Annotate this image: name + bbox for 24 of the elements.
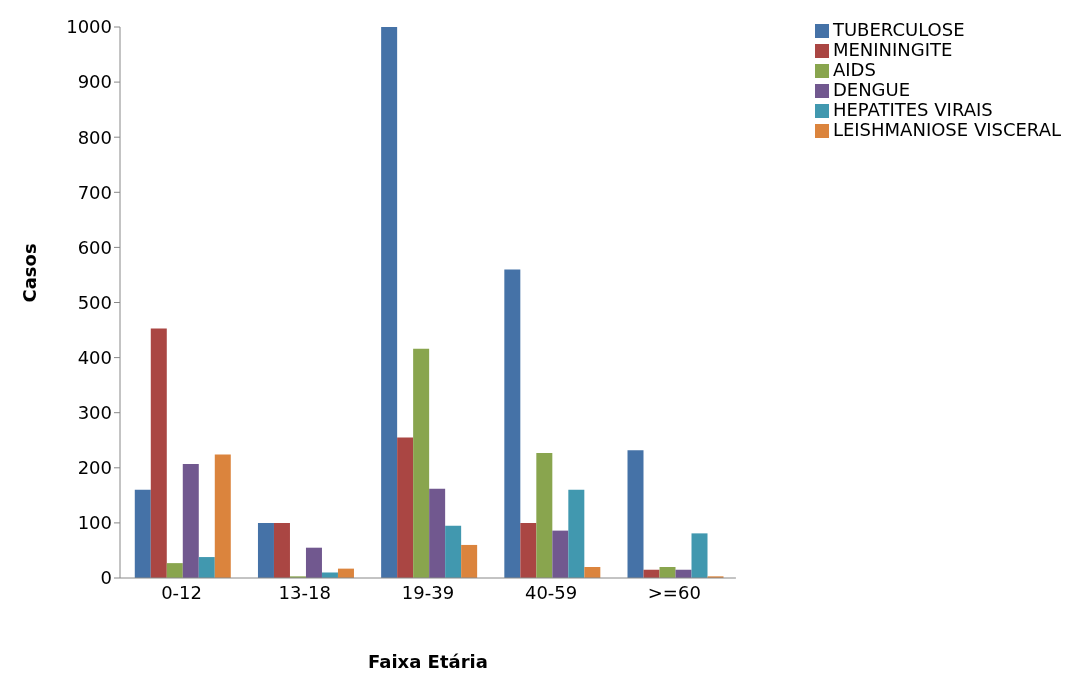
y-tick-label: 600 bbox=[77, 236, 112, 258]
y-tick-label: 500 bbox=[77, 291, 112, 313]
x-tick-label: 0-12 bbox=[161, 581, 203, 603]
x-tick-label: 19-39 bbox=[401, 581, 455, 603]
legend-label: HEPATITES VIRAIS bbox=[832, 99, 993, 120]
legend-label: LEISHMANIOSE VISCERAL bbox=[832, 119, 1061, 140]
y-tick-label: 300 bbox=[77, 402, 112, 424]
y-tick-label: 700 bbox=[77, 181, 112, 203]
x-axis-title: Faixa Etária bbox=[368, 651, 488, 672]
x-tick-label: 13-18 bbox=[278, 581, 331, 603]
legend-label: MENININGITE bbox=[832, 39, 953, 60]
legend-label: TUBERCULOSE bbox=[832, 19, 965, 40]
y-tick-label: 200 bbox=[77, 457, 112, 479]
legend-label: DENGUE bbox=[832, 79, 911, 100]
legend-label: AIDS bbox=[832, 59, 876, 80]
y-axis-title: Casos bbox=[19, 243, 41, 303]
x-tick-label: 40-59 bbox=[524, 581, 578, 603]
y-tick-label: 0 bbox=[100, 567, 112, 589]
y-tick-label: 1000 bbox=[66, 16, 112, 38]
x-tick-label: >=60 bbox=[647, 581, 701, 603]
y-tick-label: 100 bbox=[77, 512, 112, 534]
y-tick-label: 400 bbox=[77, 346, 112, 368]
y-tick-label: 800 bbox=[77, 126, 112, 148]
y-tick-label: 900 bbox=[77, 71, 112, 93]
